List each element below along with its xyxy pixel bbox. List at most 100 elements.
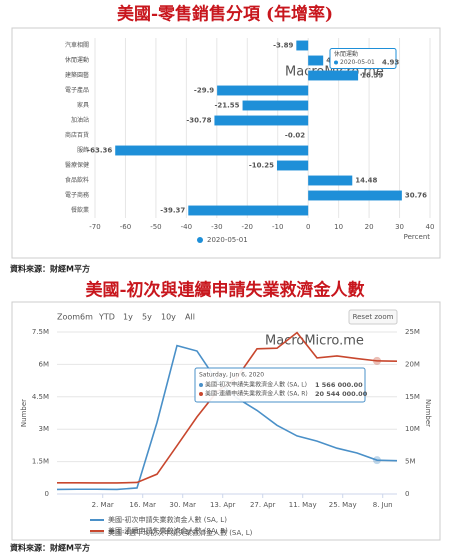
x-tick-label: 40 [426, 223, 435, 231]
data-label: -63.36 [87, 147, 112, 155]
source: 資料來源：財經M平方 [10, 264, 90, 274]
panel-2 [11, 301, 441, 541]
range-button[interactable]: 10y [161, 313, 176, 322]
hover-marker [373, 356, 381, 365]
y2-tick-label: 0 [405, 490, 409, 498]
bar [214, 115, 309, 126]
bar [308, 175, 353, 186]
y-tick-label: 加油站 [71, 116, 89, 124]
bar [115, 145, 309, 156]
legend-label[interactable]: 美國-初次申請失業救濟金人數 (SA, L) [108, 515, 227, 524]
range-button[interactable]: 1y [123, 313, 133, 322]
bar [188, 205, 309, 216]
data-label: -30.78 [186, 117, 211, 125]
data-label: 16.39 [361, 72, 383, 80]
y-tick-label: 商店百貨 [65, 131, 89, 139]
tooltip [329, 48, 397, 69]
x-tick-label: 8. Jun [373, 501, 393, 509]
x-tick-label: -60 [120, 223, 131, 231]
data-label: 30.76 [405, 192, 427, 200]
bar [242, 100, 309, 111]
range-button[interactable]: All [185, 313, 195, 322]
tooltip-series: 美國-初次申請失業救濟金人數 (SA, L) [205, 381, 307, 389]
y2-tick-label: 5M [405, 458, 416, 466]
y-tick-label: 醫療保健 [65, 161, 89, 169]
range-button[interactable]: YTD [98, 313, 115, 322]
y-tick-label: 0 [45, 490, 49, 498]
x-tick-label: 2. Mar [92, 501, 114, 509]
y2-tick-label: 10M [405, 425, 420, 433]
y-tick-label: 家具 [77, 101, 89, 109]
legend-label[interactable]: 美國-連續申請失業救濟金人數 (SA, R) [108, 526, 228, 535]
tooltip-title: 休閒運動 [334, 50, 358, 58]
x-tick-label: 25. May [329, 501, 357, 509]
y-tick-label: 服飾 [77, 146, 89, 154]
tooltip-marker [199, 383, 203, 387]
y-axis-label: Number [20, 399, 28, 427]
data-label: -0.02 [285, 132, 305, 140]
tooltip-series: 美國-連續申請失業救濟金人數 (SA, R) [205, 390, 308, 398]
legend-label: 2020-05-01 [207, 236, 248, 244]
x-tick-label: 20 [365, 223, 374, 231]
x-tick-label: 30. Mar [169, 501, 196, 509]
tooltip [194, 367, 366, 403]
tooltip-value: 1 566 000.00 [315, 381, 363, 389]
y2-tick-label: 15M [405, 393, 420, 401]
watermark: MacroMicro.me [265, 334, 364, 349]
tooltip-value: 20 544 000.00 [315, 390, 368, 398]
y-tick-label: 3M [39, 425, 50, 433]
data-label: -10.25 [249, 162, 274, 170]
tooltip-series: 2020-05-01 [340, 59, 375, 66]
range-button[interactable]: 5y [142, 313, 152, 322]
data-label: -21.55 [215, 102, 240, 110]
y2-axis-label: Number [424, 399, 432, 427]
x-axis-label: Percent [404, 233, 431, 241]
y-tick-label: 1.5M [32, 458, 49, 466]
y-tick-label: 電子商務 [65, 191, 89, 199]
y2-tick-label: 20M [405, 360, 420, 368]
data-label: 14.48 [355, 177, 377, 185]
x-tick-label: 30 [395, 223, 404, 231]
x-tick-label: 11. May [289, 501, 317, 509]
zoom-label: Zoom [57, 313, 80, 322]
source: 資料來源：財經M平方 [10, 543, 90, 553]
legend-marker [197, 237, 203, 243]
bar [217, 85, 309, 96]
range-button[interactable]: 6m [80, 313, 93, 322]
data-label: -3.89 [273, 42, 293, 50]
y-tick-label: 汽車相關 [65, 41, 89, 49]
x-tick-label: -50 [150, 223, 161, 231]
x-tick-label: -10 [272, 223, 283, 231]
bar [296, 40, 309, 51]
x-tick-label: 0 [306, 223, 310, 231]
tooltip-marker [334, 60, 338, 65]
y-tick-label: 建築園藝 [65, 71, 89, 79]
x-tick-label: 13. Apr [210, 501, 236, 509]
x-tick-label: -30 [211, 223, 222, 231]
tooltip-value: 4.93 [382, 59, 399, 67]
y-tick-label: 6M [39, 360, 50, 368]
reset-zoom-button[interactable] [348, 309, 398, 325]
y-tick-label: 餐飲業 [71, 206, 89, 214]
legend-label-inactive[interactable]: 美國-4週平均初次申請失業救濟金人數 (SA, L) [108, 528, 253, 537]
chart-title: 美國-初次與連續申請失業救濟金人數 [85, 280, 364, 301]
tooltip-title: Saturday, Jun 6, 2020 [199, 372, 264, 379]
y-tick-label: 電子產品 [65, 86, 89, 94]
bar [308, 55, 324, 66]
bar [276, 160, 309, 171]
y-tick-label: 4.5M [32, 393, 49, 401]
y-tick-label: 休閒運動 [65, 56, 89, 64]
y2-tick-label: 25M [405, 328, 420, 336]
data-label: -29.9 [194, 87, 214, 95]
reset-zoom-label[interactable]: Reset zoom [353, 313, 394, 321]
x-tick-label: -70 [89, 223, 100, 231]
chart-title: 美國-零售銷售分項 (年增率) [117, 4, 333, 25]
bar [308, 190, 402, 201]
hover-marker [373, 456, 381, 465]
x-tick-label: 10 [334, 223, 343, 231]
y-tick-label: 7.5M [32, 328, 49, 336]
x-tick-label: -20 [242, 223, 253, 231]
x-tick-label: -40 [181, 223, 192, 231]
tooltip-marker [199, 392, 203, 396]
